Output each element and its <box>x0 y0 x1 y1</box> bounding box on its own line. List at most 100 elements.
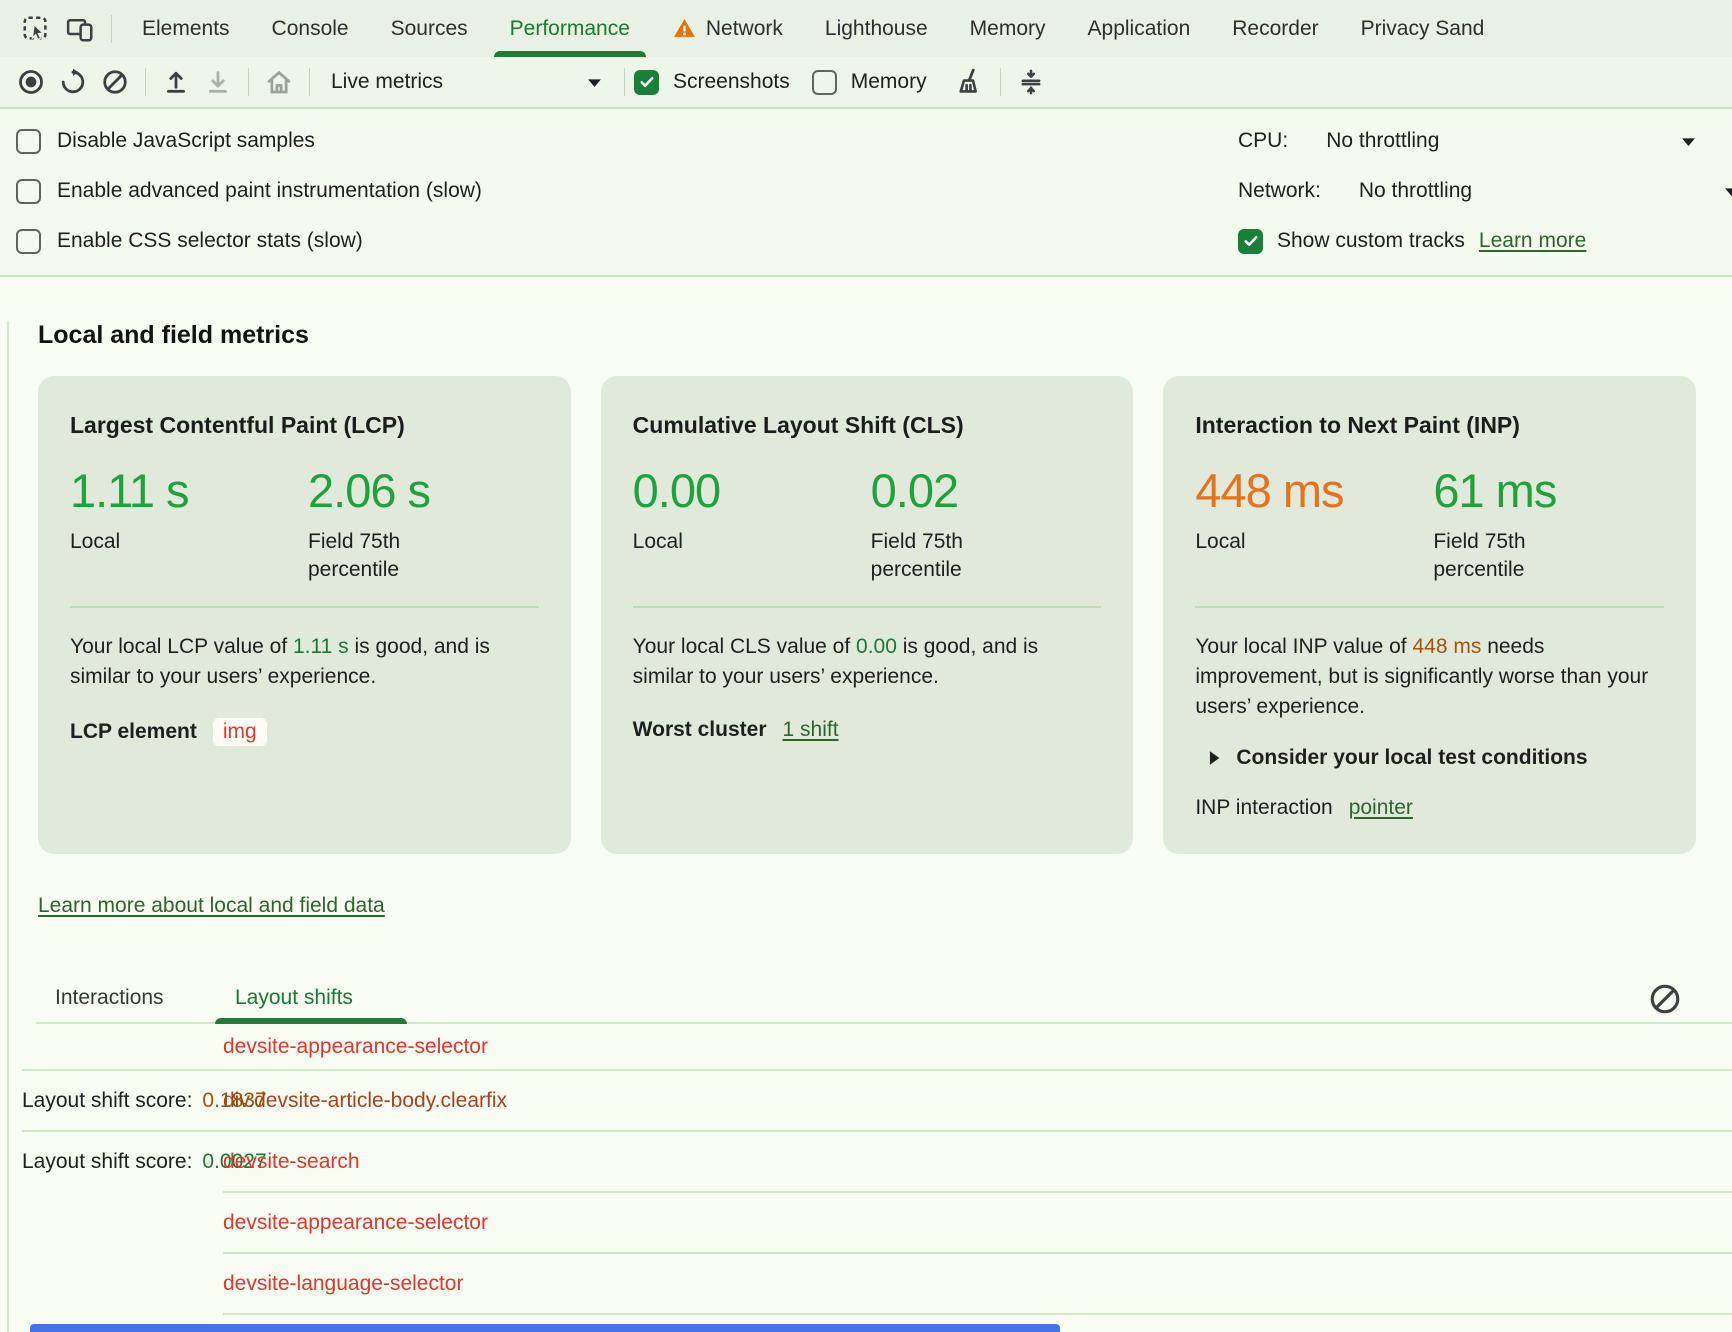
shift-element-link[interactable]: div.devsite-article-body.clearfix <box>223 1089 507 1113</box>
lcp-element-node-link[interactable]: img <box>213 718 267 746</box>
memory-label: Memory <box>851 70 927 94</box>
cls-local-label: Local <box>633 528 783 556</box>
shrink-rows-icon[interactable] <box>1010 62 1052 102</box>
gc-broom-icon[interactable] <box>949 62 991 102</box>
memory-checkbox[interactable] <box>812 70 837 95</box>
screenshots-label: Screenshots <box>673 70 790 94</box>
cls-field-label: Field 75th percentile <box>871 528 1021 584</box>
toolbar-separator <box>248 68 249 96</box>
device-toolbar-icon[interactable] <box>58 7 102 51</box>
download-profile-icon[interactable] <box>197 62 239 102</box>
metric-cards: Largest Contentful Paint (LCP) 1.11 s Lo… <box>38 376 1696 854</box>
css-selector-stats-label: Enable CSS selector stats (slow) <box>57 229 363 253</box>
tab-memory[interactable]: Memory <box>949 0 1067 57</box>
cls-field-value: 0.02 <box>871 463 1102 518</box>
tab-privacy-sandbox[interactable]: Privacy Sand <box>1340 0 1506 57</box>
disable-js-samples-checkbox[interactable] <box>16 129 41 154</box>
cpu-label: CPU: <box>1238 129 1288 153</box>
show-custom-tracks-checkbox[interactable] <box>1238 229 1263 254</box>
tab-elements[interactable]: Elements <box>121 0 251 57</box>
lcp-card: Largest Contentful Paint (LCP) 1.11 s Lo… <box>38 376 571 854</box>
lcp-local-value: 1.11 s <box>70 463 308 518</box>
local-test-conditions-label: Consider your local test conditions <box>1236 746 1587 770</box>
network-throttling-select[interactable]: Network: No throttling <box>1238 166 1732 216</box>
shift-element-link[interactable]: devsite-appearance-selector <box>223 1211 488 1235</box>
inspect-element-icon[interactable] <box>14 7 58 51</box>
screenshots-toggle[interactable]: Screenshots <box>634 70 790 95</box>
inp-local-label: Local <box>1195 528 1345 556</box>
custom-tracks-learn-more-link[interactable]: Learn more <box>1479 229 1586 253</box>
clear-icon[interactable] <box>94 62 136 102</box>
reload-record-icon[interactable] <box>52 62 94 102</box>
show-custom-tracks-row[interactable]: Show custom tracks Learn more <box>1238 216 1732 266</box>
toolbar-separator <box>309 68 310 96</box>
shift-element-link[interactable]: devsite-language-selector <box>223 1272 463 1296</box>
inp-card-title: Interaction to Next Paint (INP) <box>1195 412 1664 439</box>
network-value: No throttling <box>1359 179 1472 203</box>
lcp-inline-value: 1.11 s <box>293 635 349 658</box>
cls-description: Your local CLS value of 0.00 is good, an… <box>633 632 1102 692</box>
log-tabs: Interactions Layout shifts <box>0 960 1732 1024</box>
chevron-down-icon <box>586 77 603 88</box>
tabbar-separator <box>111 15 112 43</box>
lcp-element-label: LCP element <box>70 720 197 744</box>
panel-mode-value: Live metrics <box>331 70 443 94</box>
panel-mode-select[interactable]: Live metrics <box>319 70 615 94</box>
cls-card: Cumulative Layout Shift (CLS) 0.00 Local… <box>601 376 1134 854</box>
inp-local-value: 448 ms <box>1195 463 1433 518</box>
inp-field-label: Field 75th percentile <box>1433 528 1583 584</box>
shift-element-link[interactable]: devsite-search <box>223 1150 360 1174</box>
tab-console[interactable]: Console <box>251 0 370 57</box>
capture-settings-pane: Disable JavaScript samples Enable advanc… <box>0 109 1732 277</box>
page-title: Local and field metrics <box>38 321 1732 350</box>
worst-cluster-label: Worst cluster <box>633 718 767 742</box>
lcp-description: Your local LCP value of 1.11 s is good, … <box>70 632 539 692</box>
shift-element-link[interactable]: devsite-appearance-selector <box>223 1035 488 1059</box>
tab-recorder[interactable]: Recorder <box>1211 0 1339 57</box>
layout-shift-row: devsite-appearance-selector <box>0 1024 1732 1069</box>
home-icon[interactable] <box>258 62 300 102</box>
toolbar-separator <box>624 68 625 96</box>
live-metrics-view: Local and field metrics Largest Contentf… <box>0 321 1732 1332</box>
page-element-peek-bar <box>30 1324 1060 1332</box>
tab-interactions[interactable]: Interactions <box>55 986 164 1010</box>
chevron-down-icon <box>1680 136 1697 147</box>
memory-toggle[interactable]: Memory <box>812 70 927 95</box>
upload-profile-icon[interactable] <box>155 62 197 102</box>
card-divider <box>1195 606 1664 608</box>
tab-sources[interactable]: Sources <box>370 0 489 57</box>
shift-score-label: Layout shift score: <box>22 1089 192 1113</box>
tab-lighthouse[interactable]: Lighthouse <box>804 0 949 57</box>
field-data-learn-more-link[interactable]: Learn more about local and field data <box>38 894 385 918</box>
css-selector-stats-checkbox[interactable] <box>16 229 41 254</box>
cls-card-title: Cumulative Layout Shift (CLS) <box>633 412 1102 439</box>
inp-interaction-link[interactable]: pointer <box>1349 796 1413 820</box>
cpu-value: No throttling <box>1326 129 1439 153</box>
toolbar-separator <box>1000 68 1001 96</box>
advanced-paint-label: Enable advanced paint instrumentation (s… <box>57 179 482 203</box>
tab-performance[interactable]: Performance <box>489 0 651 57</box>
record-button[interactable] <box>10 62 52 102</box>
layout-shift-row: devsite-appearance-selector <box>0 1193 1732 1252</box>
worst-cluster-link[interactable]: 1 shift <box>783 718 839 742</box>
cls-local-value: 0.00 <box>633 463 871 518</box>
warning-icon <box>672 16 697 41</box>
devtools-tabbar: Elements Console Sources Performance Net… <box>0 0 1732 57</box>
disable-js-samples-label: Disable JavaScript samples <box>57 129 315 153</box>
tab-network[interactable]: Network <box>651 0 804 57</box>
inp-inline-value: 448 ms <box>1412 635 1481 658</box>
screenshots-checkbox[interactable] <box>634 70 659 95</box>
tab-layout-shifts[interactable]: Layout shifts <box>235 986 353 1010</box>
local-test-conditions-disclosure[interactable]: Consider your local test conditions <box>1195 746 1664 770</box>
inp-card: Interaction to Next Paint (INP) 448 ms L… <box>1163 376 1696 854</box>
cls-inline-value: 0.00 <box>856 635 897 658</box>
toolbar-separator <box>145 68 146 96</box>
tab-application[interactable]: Application <box>1067 0 1212 57</box>
advanced-paint-checkbox[interactable] <box>16 179 41 204</box>
inp-field-value: 61 ms <box>1433 463 1664 518</box>
layout-shift-row: Layout shift score:0.0027 devsite-search <box>0 1132 1732 1191</box>
network-label: Network: <box>1238 179 1321 203</box>
cpu-throttling-select[interactable]: CPU: No throttling <box>1238 116 1732 166</box>
triangle-right-icon <box>1208 750 1221 766</box>
clear-log-button[interactable] <box>1646 980 1684 1018</box>
